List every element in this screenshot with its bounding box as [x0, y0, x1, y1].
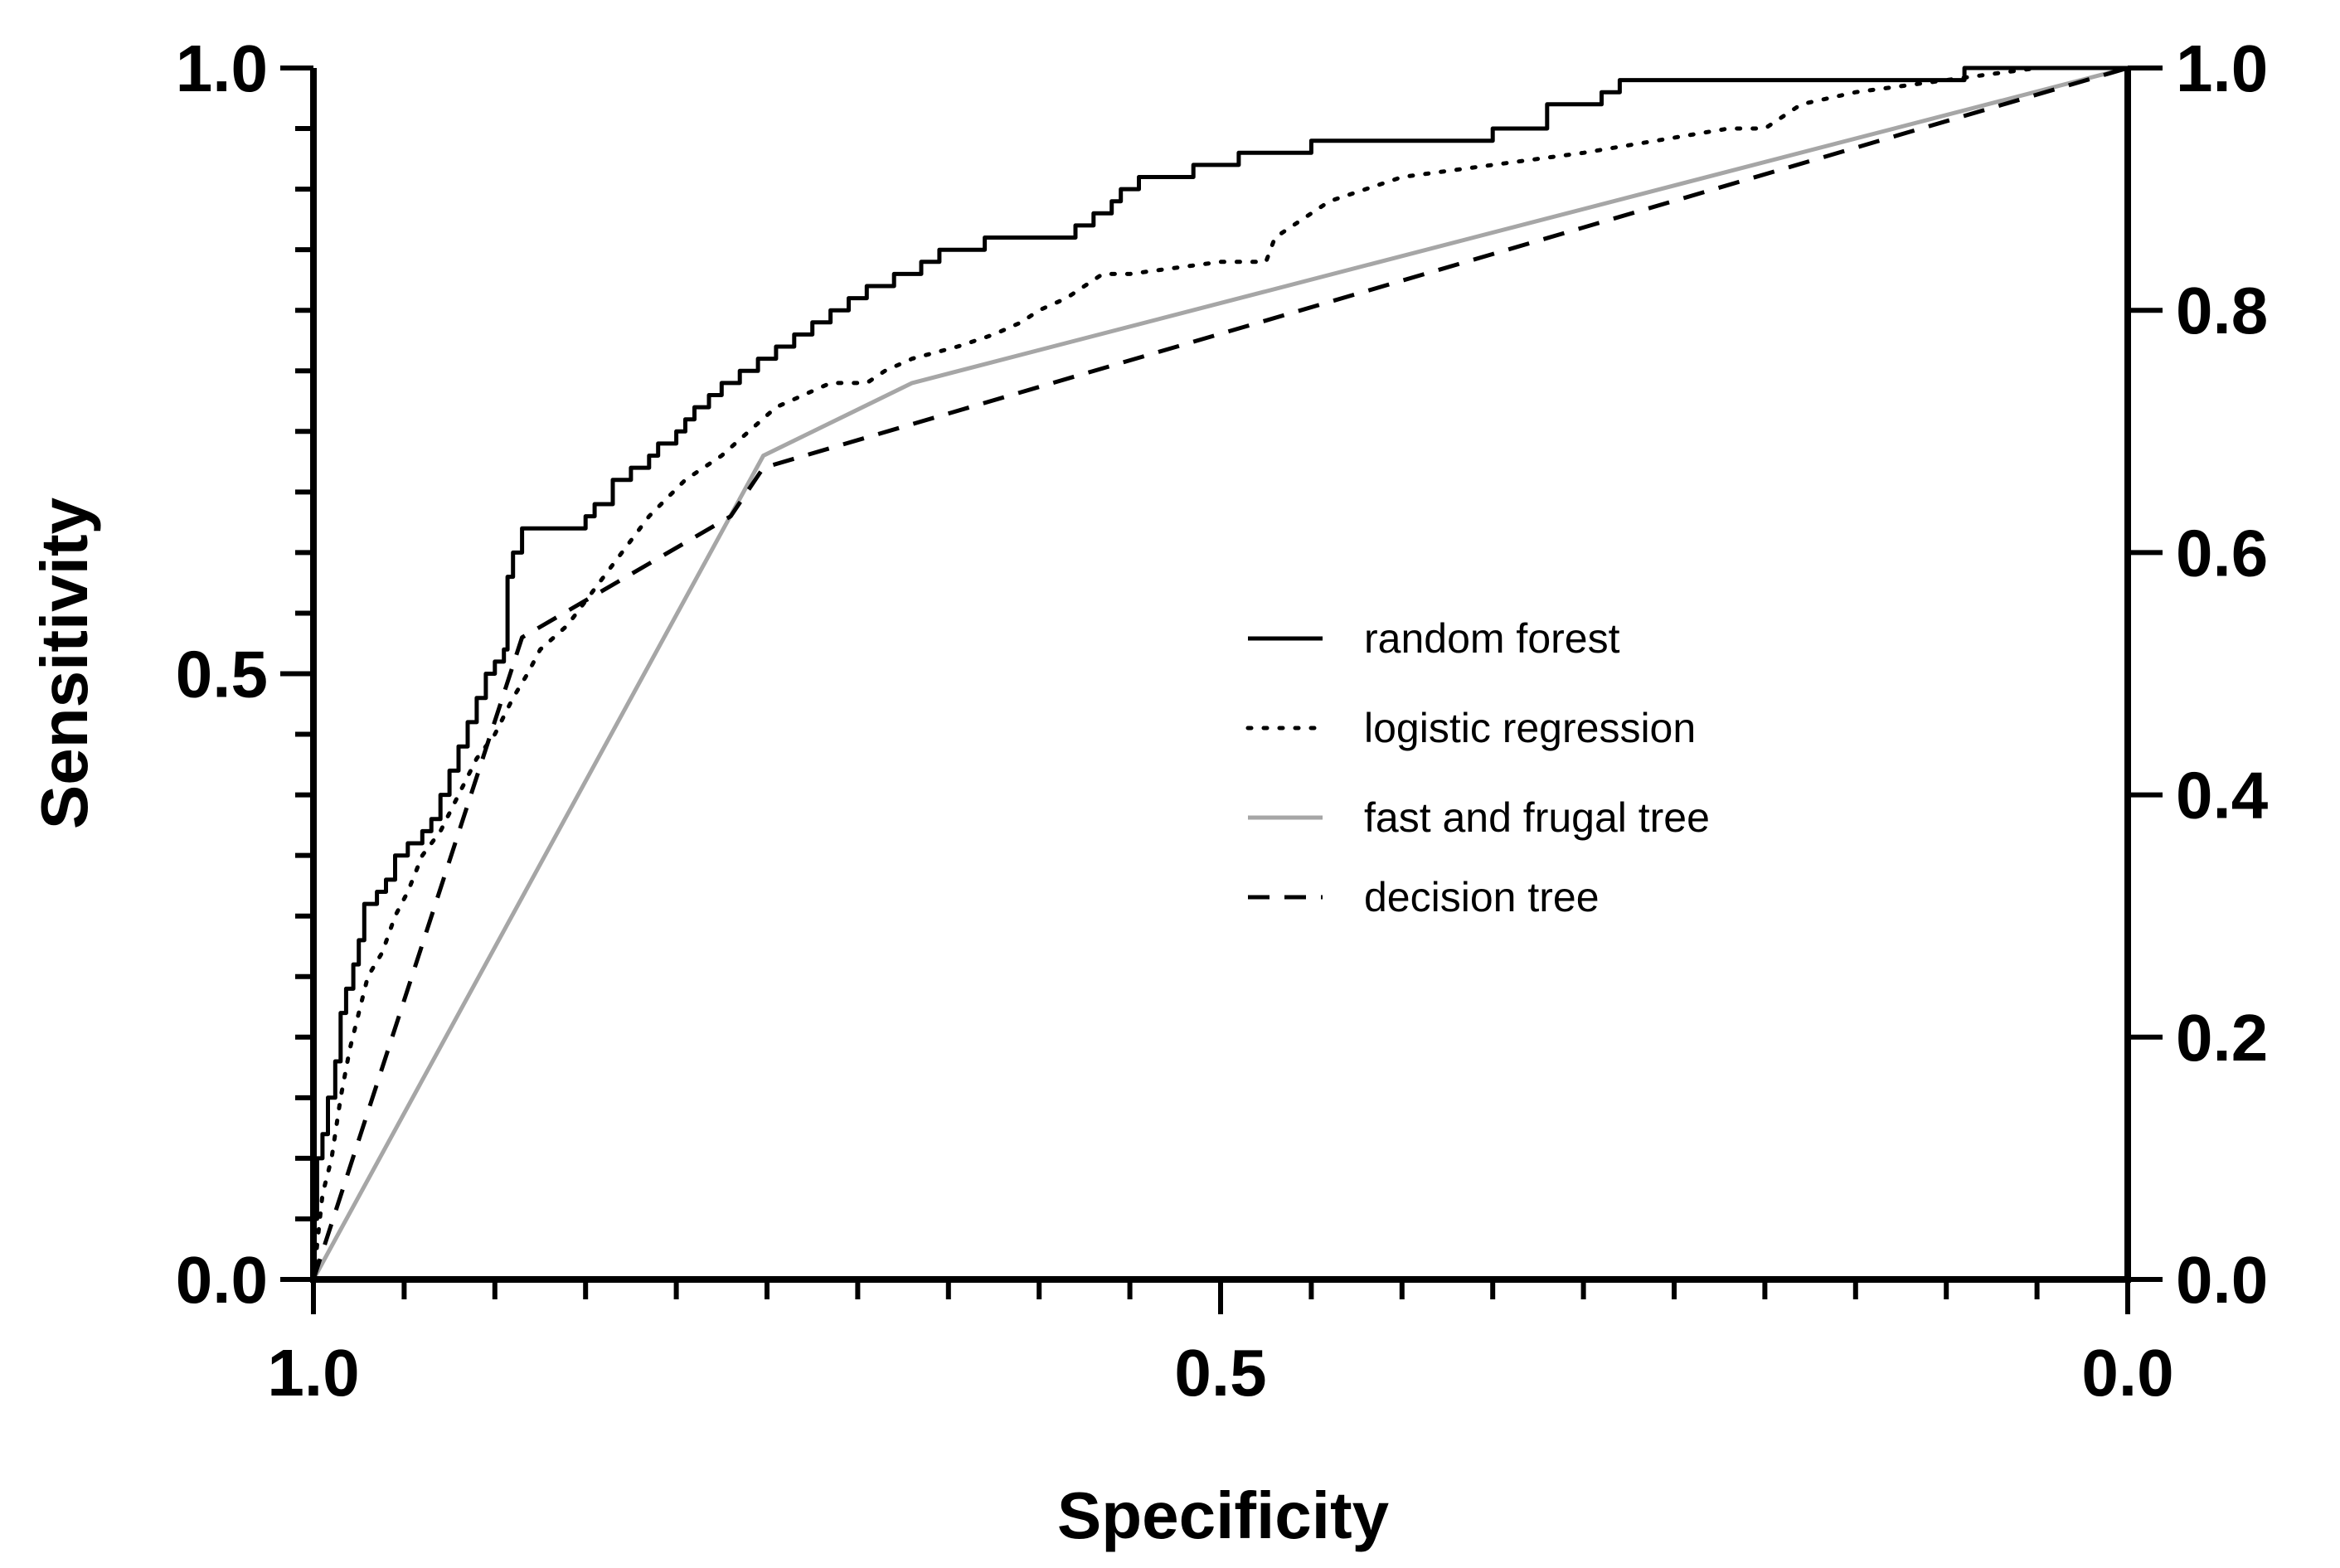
y-axis-title: Sensitivity [27, 497, 101, 829]
y-right-tick-label: 1.0 [2176, 32, 2268, 105]
series-line-logistic-regression [311, 66, 2130, 1282]
legend-label-random-forest: random forest [1364, 615, 1620, 662]
y-left-tick-label: 0.5 [176, 638, 268, 711]
series-line-fast-and-frugal-tree [311, 66, 2129, 1281]
y-right-tick-label: 0.4 [2176, 759, 2269, 833]
legend-label-logistic-regression: logistic regression [1364, 705, 1696, 751]
x-tick-label: 0.5 [1174, 1336, 1266, 1410]
y-right-tick-label: 0.2 [2176, 1001, 2268, 1075]
y-left-tick-label: 1.0 [176, 32, 268, 105]
y-right-tick-label: 0.6 [2176, 516, 2268, 590]
x-tick-label: 1.0 [267, 1336, 359, 1410]
plot-area [311, 66, 2130, 1282]
series-line-random-forest [311, 66, 2128, 1279]
legend: random forest logistic regression fast and… [1245, 615, 1710, 920]
ticks: 0.0 0.5 1.0 0.0 0.2 0.4 0.6 0.8 1.0 1.0 0.5 0.0 [176, 32, 2269, 1410]
legend-label-fast-and-frugal-tree: fast and frugal tree [1364, 794, 1710, 841]
x-tick-label: 0.0 [2081, 1336, 2173, 1410]
series-line-decision-tree [311, 66, 2129, 1280]
legend-label-decision-tree: decision tree [1364, 874, 1600, 920]
y-right-tick-label: 0.8 [2176, 274, 2268, 347]
y-right-tick-label: 0.0 [2176, 1243, 2268, 1317]
y-left-tick-label: 0.0 [176, 1243, 268, 1317]
x-axis-title: Specificity [1057, 1478, 1390, 1552]
